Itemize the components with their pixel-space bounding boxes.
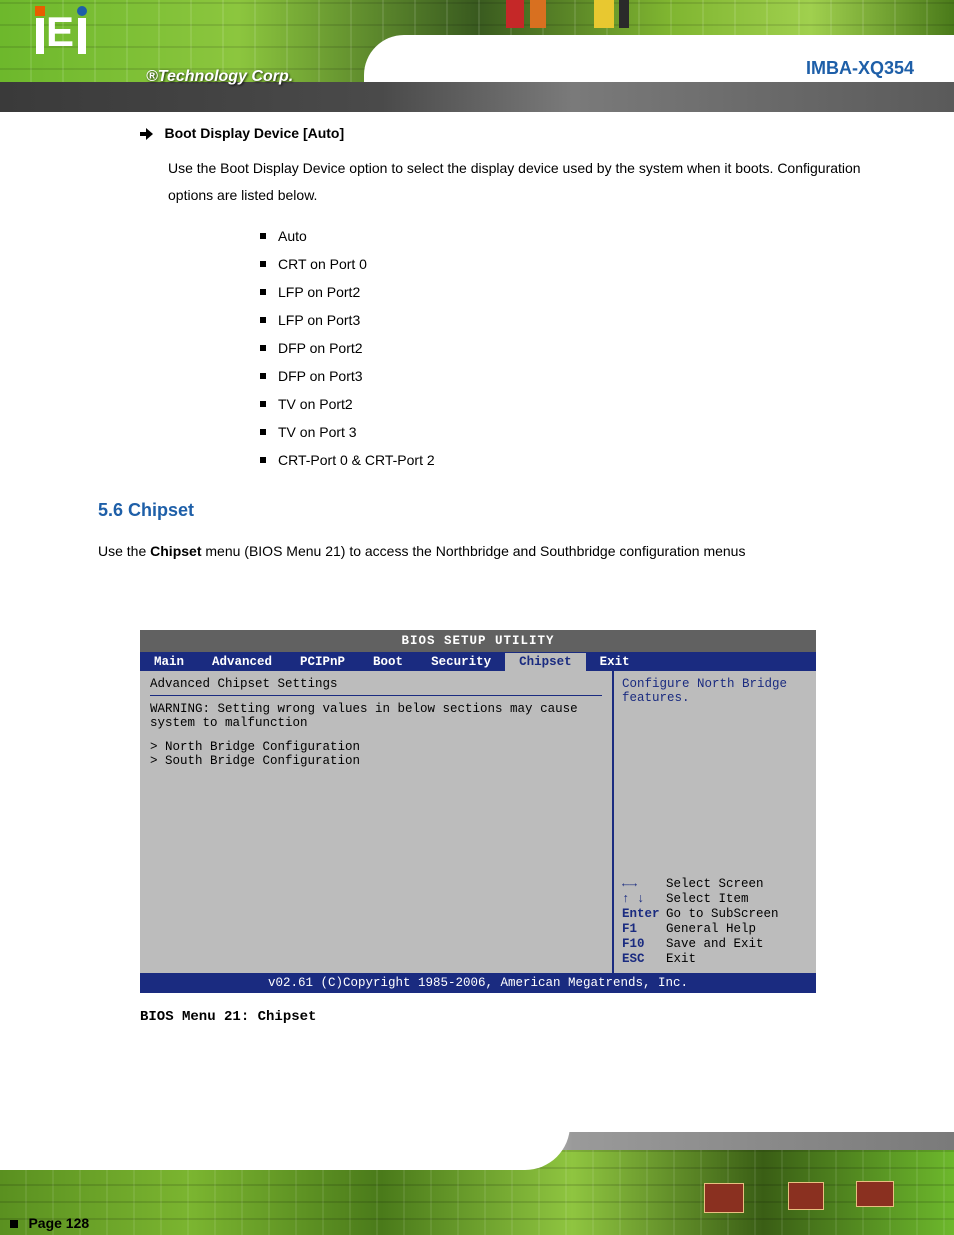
top-banner: ®Technology Corp. IMBA-XQ354 <box>0 0 954 112</box>
bios-screenshot: BIOS SETUP UTILITY Main Advanced PCIPnP … <box>140 630 816 1025</box>
config-title: Boot Display Device [Auto] <box>164 125 344 141</box>
banner-grey-strip <box>0 82 954 112</box>
list-item: DFP on Port3 <box>260 362 874 390</box>
list-item: LFP on Port2 <box>260 278 874 306</box>
bios-help-text: Configure North Bridge features. <box>622 677 808 705</box>
bios-titlebar: BIOS SETUP UTILITY <box>140 630 816 652</box>
bottom-banner: Page 128 <box>0 1120 954 1235</box>
arrow-lr-icon: ←→ <box>622 877 666 891</box>
section-title: Chipset <box>128 500 194 520</box>
bios-tab-exit: Exit <box>586 653 644 671</box>
logo-text: ®Technology Corp. <box>146 68 293 86</box>
list-item: TV on Port2 <box>260 390 874 418</box>
arrow-ud-icon: ↑ ↓ <box>622 892 666 906</box>
bios-right-pane: Configure North Bridge features. ←→Selec… <box>614 671 816 973</box>
accent-stripes <box>394 0 794 35</box>
bios-tab-pcipnp: PCIPnP <box>286 653 359 671</box>
config-block: Boot Display Device [Auto] Use the Boot … <box>140 125 874 474</box>
config-options-list: Auto CRT on Port 0 LFP on Port2 LFP on P… <box>260 222 874 474</box>
list-item: CRT-Port 0 & CRT-Port 2 <box>260 446 874 474</box>
bios-subtitle: Advanced Chipset Settings <box>150 677 602 691</box>
section-heading: 5.6 Chipset <box>98 500 874 521</box>
list-item: LFP on Port3 <box>260 306 874 334</box>
section-number: 5.6 <box>98 500 123 520</box>
bios-key-legend: ←→Select Screen ↑ ↓Select Item EnterGo t… <box>622 877 808 967</box>
divider <box>150 695 602 696</box>
bios-tab-chipset: Chipset <box>505 653 586 671</box>
bios-body: Advanced Chipset Settings WARNING: Setti… <box>140 671 816 973</box>
list-item: DFP on Port2 <box>260 334 874 362</box>
bios-tab-security: Security <box>417 653 505 671</box>
square-bullet-icon <box>10 1220 18 1228</box>
bios-menu-item: > South Bridge Configuration <box>150 754 602 768</box>
list-item: TV on Port 3 <box>260 418 874 446</box>
bios-tab-boot: Boot <box>359 653 417 671</box>
bios-caption: BIOS Menu 21: Chipset <box>140 1009 816 1025</box>
bios-menu-item: > North Bridge Configuration <box>150 740 602 754</box>
arrow-icon <box>140 127 154 141</box>
bios-warning: WARNING: Setting wrong values in below s… <box>150 702 602 730</box>
section-description: Use the Chipset menu (BIOS Menu 21) to a… <box>98 539 874 564</box>
bios-left-pane: Advanced Chipset Settings WARNING: Setti… <box>140 671 614 973</box>
bios-footer: v02.61 (C)Copyright 1985-2006, American … <box>140 973 816 993</box>
bios-tab-advanced: Advanced <box>198 653 286 671</box>
config-description: Use the Boot Display Device option to se… <box>168 155 874 208</box>
list-item: CRT on Port 0 <box>260 250 874 278</box>
bios-tabs: Main Advanced PCIPnP Boot Security Chips… <box>140 652 816 671</box>
page-number: Page 128 <box>10 1215 89 1233</box>
main-content: Boot Display Device [Auto] Use the Boot … <box>140 125 874 564</box>
bios-tab-main: Main <box>140 653 198 671</box>
list-item: Auto <box>260 222 874 250</box>
model-name: IMBA-XQ354 <box>806 58 914 79</box>
logo: ®Technology Corp. <box>36 18 276 78</box>
